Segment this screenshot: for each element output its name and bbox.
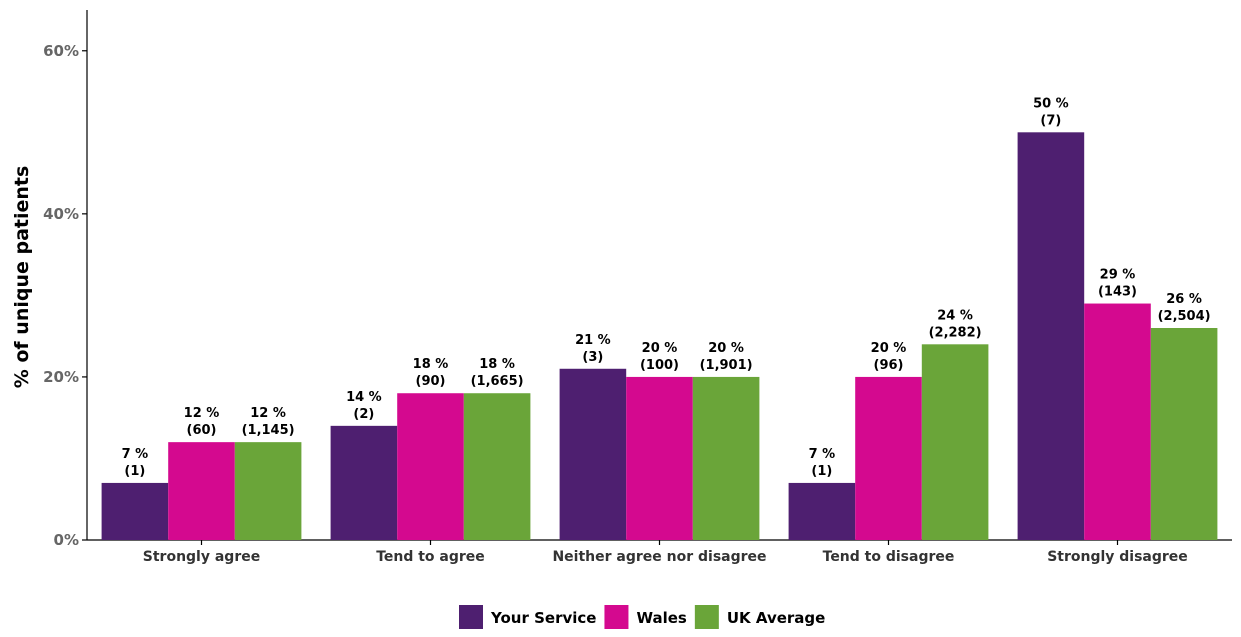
data-label-count: (1) (811, 464, 832, 479)
data-label-count: (2,504) (1158, 309, 1211, 324)
legend-label: Your Service (490, 609, 596, 627)
data-label-value: 21 % (575, 333, 611, 348)
bar (1017, 132, 1085, 541)
x-tick-label: Tend to disagree (823, 549, 955, 565)
x-tick-label: Strongly agree (143, 549, 260, 565)
bar (559, 368, 627, 540)
bar (626, 376, 693, 540)
data-label-value: 24 % (937, 308, 973, 323)
legend-swatch (604, 605, 629, 629)
x-tick-label: Tend to agree (376, 549, 485, 565)
bar (463, 393, 531, 540)
y-axis-label: % of unique patients (11, 166, 33, 389)
y-tick-label: 60% (43, 42, 79, 60)
data-label-value: 20 % (708, 341, 744, 356)
data-label-count: (96) (874, 358, 904, 373)
bar (234, 442, 302, 540)
data-label-count: (7) (1040, 113, 1061, 128)
legend-swatch (459, 605, 483, 629)
bar (855, 376, 922, 540)
data-label-count: (90) (416, 374, 446, 389)
legend-label: UK Average (727, 609, 825, 627)
legend-swatch (694, 605, 719, 629)
data-label-value: 12 % (250, 406, 286, 421)
data-labels: 7 % (1) 14 % (2) 21 % (3) 7 % (1) 50 % (7) 12 % (60… (122, 96, 1211, 479)
data-label-count: (60) (187, 423, 217, 438)
data-label-value: 7 % (809, 447, 836, 462)
data-label-value: 12 % (184, 406, 220, 421)
data-label-count: (2,282) (929, 325, 982, 340)
bar (101, 482, 169, 540)
legend: Your Service Wales UK Average (459, 605, 825, 629)
y-tick-label: 40% (43, 205, 79, 223)
y-axis: 0% 20% 40% 60% (43, 10, 88, 549)
bar (168, 442, 235, 540)
data-label-value: 7 % (122, 447, 149, 462)
data-label-count: (1,145) (242, 423, 295, 438)
x-tick-label: Strongly disagree (1047, 549, 1188, 565)
data-label-value: 26 % (1166, 292, 1202, 307)
data-label-count: (1,665) (471, 374, 524, 389)
data-label-count: (3) (582, 350, 603, 365)
bar (788, 482, 856, 540)
data-label-count: (143) (1098, 285, 1137, 300)
bar (330, 425, 398, 540)
y-tick-label: 0% (54, 531, 79, 549)
data-label-value: 20 % (642, 341, 678, 356)
data-label-count: (2) (353, 407, 374, 422)
x-tick-label: Neither agree nor disagree (552, 549, 766, 565)
bars (101, 132, 1218, 541)
bar (1084, 303, 1151, 540)
data-label-count: (1) (124, 464, 145, 479)
data-label-count: (100) (640, 358, 679, 373)
y-tick-label: 20% (43, 368, 79, 386)
bar (1150, 328, 1218, 540)
bar (921, 344, 989, 540)
data-label-value: 20 % (871, 341, 907, 356)
data-label-value: 50 % (1033, 96, 1069, 111)
x-axis: Strongly agree Tend to agree Neither agree… (87, 539, 1232, 565)
bar (397, 393, 464, 540)
legend-label: Wales (636, 609, 686, 627)
bar (692, 376, 760, 540)
data-label-value: 18 % (413, 357, 449, 372)
data-label-value: 29 % (1100, 268, 1136, 283)
data-label-value: 14 % (346, 390, 382, 405)
data-label-value: 18 % (479, 357, 515, 372)
data-label-count: (1,901) (700, 358, 753, 373)
